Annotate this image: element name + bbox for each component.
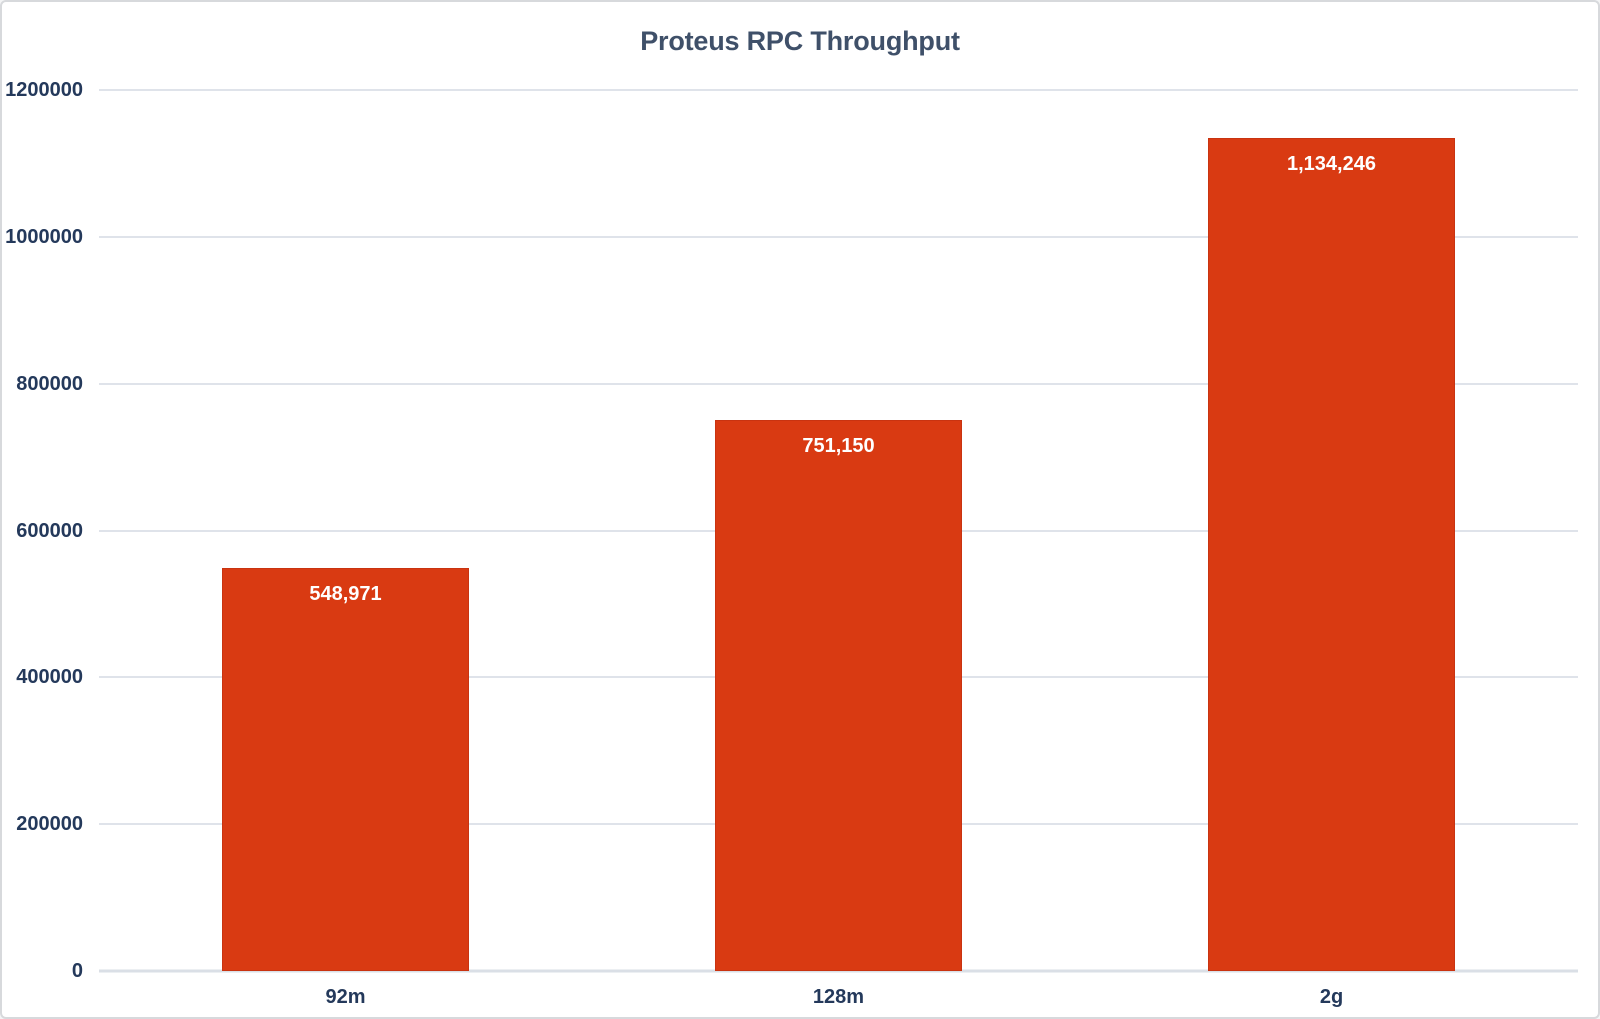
bar-128m: 751,150 [715, 419, 962, 971]
y-tick-label: 0 [71, 960, 83, 982]
gridline [99, 235, 1578, 238]
bar-value-label: 751,150 [802, 434, 875, 457]
bar-value-label: 1,134,246 [1287, 153, 1376, 176]
x-tick-label: 92m [325, 986, 366, 1008]
bar-2g: 1,134,246 [1208, 138, 1455, 971]
y-tick-label: 1000000 [5, 225, 83, 248]
gridline [99, 382, 1578, 385]
y-tick-label: 800000 [16, 372, 83, 395]
bar-92m: 548,971 [222, 567, 469, 971]
bar-value-label: 548,971 [309, 582, 382, 605]
y-tick-label: 1200000 [5, 79, 83, 101]
y-tick-label: 600000 [16, 519, 83, 542]
x-axis-line [99, 969, 1578, 973]
x-tick-label: 128m [812, 986, 865, 1008]
gridline [99, 89, 1578, 91]
y-tick-label: 400000 [16, 666, 83, 689]
y-tick-label: 200000 [16, 813, 83, 836]
chart-title: Proteus RPC Throughput [640, 26, 960, 56]
plot-area: 548,971 751,150 1,134,246 [99, 89, 1578, 973]
x-tick-label: 2g [1319, 986, 1344, 1008]
